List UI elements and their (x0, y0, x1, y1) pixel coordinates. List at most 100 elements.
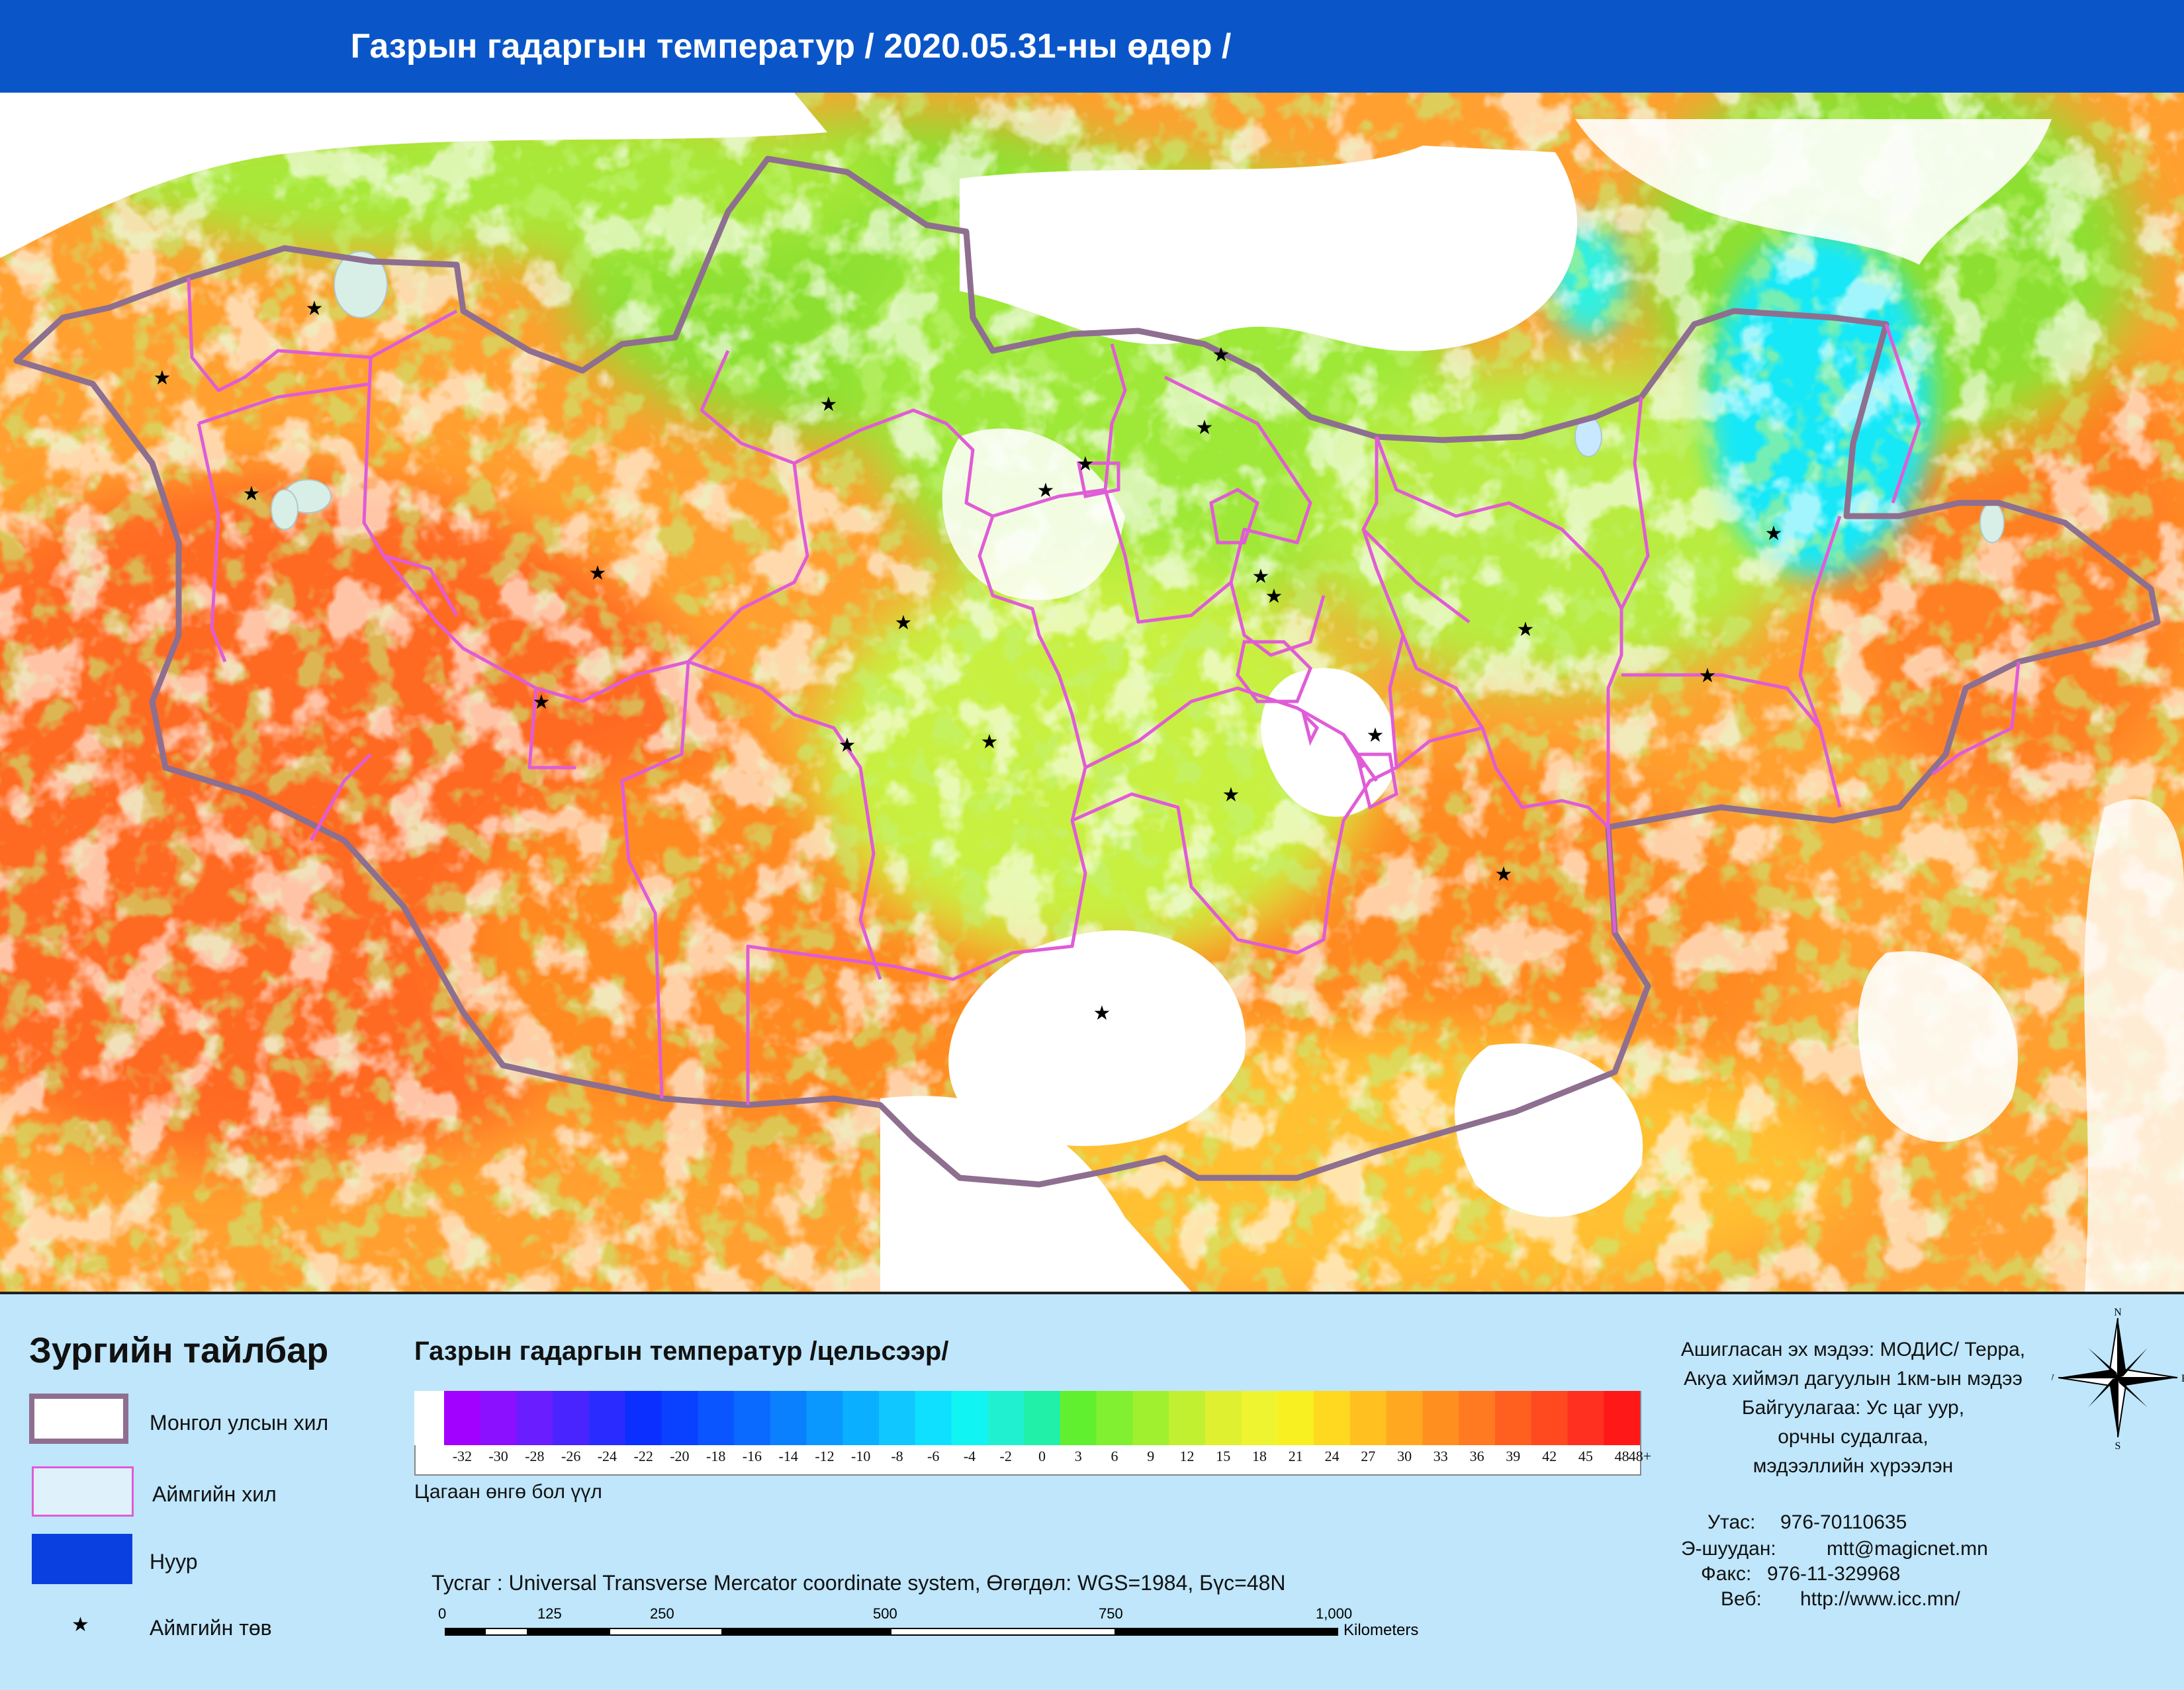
aimag-center-star: ★ (154, 367, 171, 390)
colorbar-label: -10 (851, 1448, 871, 1464)
colorbar-label: 15 (1216, 1448, 1231, 1464)
colorbar-label: -30 (488, 1448, 508, 1464)
colorbar-label: -6 (927, 1448, 940, 1464)
scale-tick-250: 250 (650, 1605, 674, 1622)
compass-w: W (2052, 1373, 2055, 1384)
lake-areas (271, 251, 2005, 543)
colorbar-label: 45 (1578, 1448, 1593, 1464)
source-line: орчны судалгаа, (1778, 1426, 1929, 1448)
colorbar-label: 33 (1433, 1448, 1448, 1464)
colorbar-swatch (1314, 1391, 1351, 1445)
aimag-center-star: ★ (895, 611, 913, 635)
colorbar-label: -4 (963, 1448, 976, 1464)
fax-label: Факс: (1701, 1563, 1752, 1585)
national-border-label: Монгол улсын хил (150, 1411, 329, 1435)
colorbar-label: 0 (1038, 1448, 1046, 1464)
aimag-center-star: ★ (1765, 522, 1783, 545)
colorbar-swatch (1024, 1391, 1061, 1445)
colorbar-swatch (987, 1391, 1024, 1445)
colorbar-label: -8 (891, 1448, 903, 1464)
aimag-center-star: ★ (1037, 479, 1055, 502)
email-value: mtt@magicnet.mn (1827, 1538, 1988, 1560)
scale-bar-segment (891, 1629, 1115, 1634)
national-border-swatch (29, 1394, 128, 1444)
colorbar-swatch (842, 1391, 880, 1445)
aimag-center-star: ★ (1699, 664, 1717, 688)
aimag-center-star: ★ (306, 297, 324, 320)
scale-bar-segment (610, 1629, 721, 1634)
aimag-center-star: ★ (981, 731, 999, 754)
colorbar-label: -12 (815, 1448, 835, 1464)
colorbar-label: 18 (1252, 1448, 1267, 1464)
aimag-center-star: ★ (1252, 565, 1270, 588)
colorbar-swatches (444, 1391, 1640, 1445)
scale-tick-1000: 1,000 (1316, 1605, 1353, 1622)
colorbar-label: 39 (1506, 1448, 1521, 1464)
cloud-note: Цагаан өнгө бол үүл (414, 1481, 602, 1503)
email-label: Э-шуудан: (1681, 1538, 1776, 1560)
colorbar-swatch (770, 1391, 807, 1445)
colorbar-swatch (879, 1391, 916, 1445)
fax-value: 976-11-329968 (1767, 1563, 1901, 1585)
aimag-border-swatch (32, 1466, 134, 1517)
lake-label: Нуур (150, 1550, 198, 1574)
source-line: Ашигласан эх мэдээ: МОДИС/ Терра, (1680, 1339, 2026, 1360)
colorbar-swatch (589, 1391, 626, 1445)
colorbar-label: 9 (1147, 1448, 1155, 1464)
aimag-center-star: ★ (1265, 585, 1283, 608)
cloud-speckle (0, 93, 2184, 1292)
title-bar: Газрын гадаргын температур / 2020.05.31-… (0, 0, 2184, 93)
scale-tick-500: 500 (873, 1605, 897, 1622)
map-title: Газрын гадаргын температур / 2020.05.31-… (350, 27, 1232, 66)
legend-panel: Зургийн тайлбар Монгол улсын хил Аймгийн… (0, 1292, 2184, 1690)
colorbar-label: 12 (1179, 1448, 1195, 1464)
aimag-center-star: ★ (820, 393, 838, 416)
colorbar-label: -24 (597, 1448, 617, 1464)
colorbar-swatch (661, 1391, 698, 1445)
aimag-center-star: ★ (1212, 343, 1230, 367)
colorbar-swatch (1060, 1391, 1097, 1445)
colorbar-label: 3 (1074, 1448, 1082, 1464)
temperature-map: ★ ★ ★ ★ ★ ★ ★ ★ ★ ★ ★ ★ ★ ★ ★ ★ ★ ★ ★ ★ … (0, 93, 2184, 1292)
aimag-center-star: ★ (1077, 453, 1095, 476)
scale-bar: 0 125 250 500 750 1,000 Kilometers (438, 1605, 1418, 1658)
phone-value: 976-70110635 (1780, 1511, 1907, 1533)
colorbar-label: 6 (1111, 1448, 1118, 1464)
scale-tick-750: 750 (1099, 1605, 1123, 1622)
scale-bar-segment (486, 1629, 527, 1634)
colorbar-label: 21 (1288, 1448, 1303, 1464)
colorbar-swatch (1096, 1391, 1133, 1445)
colorbar-label: 48 (1614, 1448, 1629, 1464)
data-source-info: Ашигласан эх мэдээ: МОДИС/ Терра, Акуа х… (1635, 1335, 2071, 1481)
colorbar-swatch (1169, 1391, 1206, 1445)
web-value: http://www.icc.mn/ (1800, 1588, 1960, 1610)
colorbar-swatch (1205, 1391, 1242, 1445)
phone-label: Утас: (1707, 1511, 1756, 1533)
colorbar-label: -26 (561, 1448, 581, 1464)
colorbar-label: 48+ (1628, 1448, 1652, 1464)
colorbar-label: 42 (1542, 1448, 1557, 1464)
colorbar-swatch (625, 1391, 662, 1445)
colorbar-swatch (1494, 1391, 1532, 1445)
source-line: мэдээллийн хүрээлэн (1752, 1455, 1954, 1477)
compass-s: S (2115, 1441, 2121, 1450)
map-canvas: ★ ★ ★ ★ ★ ★ ★ ★ ★ ★ ★ ★ ★ ★ ★ ★ ★ ★ ★ ★ … (0, 93, 2184, 1292)
aimag-center-star: ★ (1093, 1002, 1111, 1025)
colorbar-label: 30 (1397, 1448, 1412, 1464)
colorbar-swatch (951, 1391, 988, 1445)
source-line: Акуа хиймэл дагуулын 1км-ын мэдээ (1684, 1368, 2023, 1390)
colorbar-swatch (1567, 1391, 1604, 1445)
compass-e: E (2181, 1373, 2184, 1384)
colorbar-swatch (1349, 1391, 1387, 1445)
aimag-center-star: ★ (1517, 618, 1535, 641)
scale-tick-125: 125 (537, 1605, 562, 1622)
colorbar-swatch (1386, 1391, 1423, 1445)
aimag-center-star: ★ (589, 562, 607, 585)
colorbar-swatch (553, 1391, 590, 1445)
colorbar-swatch (1604, 1391, 1640, 1445)
colorbar-swatch (444, 1391, 481, 1445)
city-borders (1076, 461, 1398, 810)
colorbar-swatch (1531, 1391, 1568, 1445)
aimag-center-star: ★ (243, 482, 261, 506)
colorbar-swatch (1422, 1391, 1459, 1445)
